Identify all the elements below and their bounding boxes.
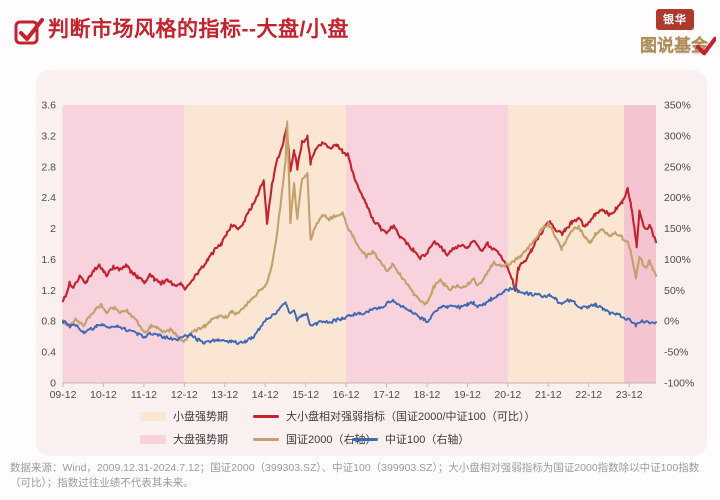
title-checkbox-icon: [14, 18, 44, 45]
brand-logo: 银华 图说基金: [638, 6, 718, 58]
legend-item: 大小盘相对强弱指标（国证2000/中证100（可比））: [253, 409, 535, 423]
legend-item: 中证100（右轴）: [352, 432, 469, 446]
legend-label: 大盘强势期: [173, 434, 228, 446]
source-note: 数据来源：Wind，2009.12.31-2024.7.12；国证2000（39…: [10, 462, 700, 490]
brand-series-title: 图说基金: [640, 36, 708, 55]
legend-swatch-line_blue: [352, 437, 378, 441]
chart-card: [36, 70, 707, 456]
legend-item: 小盘强势期: [140, 409, 228, 423]
legend-label: 大小盘相对强弱指标（国证2000/中证100（可比））: [286, 411, 536, 423]
brand-check-icon: [696, 36, 716, 56]
brand-name-badge: 银华: [656, 9, 694, 30]
legend-swatch-line_red: [253, 414, 279, 418]
legend-label: 国证2000（右轴）: [286, 434, 377, 446]
legend-item: 国证2000（右轴）: [253, 432, 376, 446]
legend-label: 小盘强势期: [173, 411, 228, 423]
legend-swatch-band_pink: [140, 434, 166, 444]
legend-item: 大盘强势期: [140, 432, 228, 446]
page-title: 判断市场风格的指标--大盘/小盘: [48, 18, 349, 41]
legend-swatch-line_tan: [253, 437, 279, 441]
legend-label: 中证100（右轴）: [385, 434, 470, 446]
legend-swatch-band_cream: [140, 411, 166, 421]
